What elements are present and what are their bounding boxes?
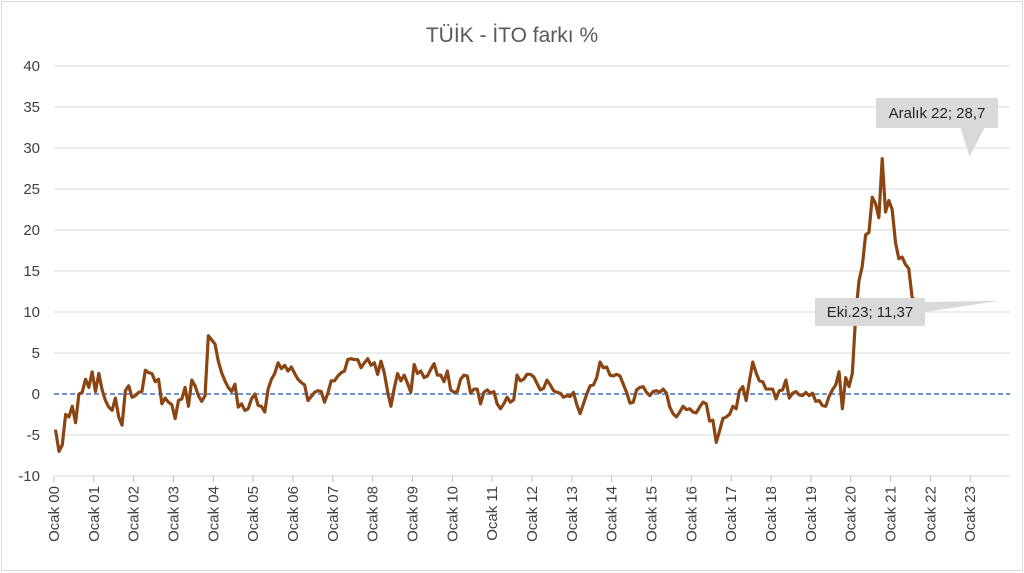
y-tick-label: 40 bbox=[23, 58, 40, 75]
y-tick-label: 0 bbox=[32, 386, 40, 403]
x-tick-label: Ocak 23 bbox=[962, 486, 979, 542]
annotation-layer: Aralık 22; 28,7 Eki.23; 11,37 bbox=[815, 98, 1000, 326]
x-tick-label: Ocak 20 bbox=[843, 486, 860, 542]
y-tick-label: 35 bbox=[23, 99, 40, 116]
series-layer bbox=[54, 157, 917, 453]
y-tick-label: 15 bbox=[23, 263, 40, 280]
x-tick-label: Ocak 01 bbox=[86, 486, 103, 542]
y-tick-label: 25 bbox=[23, 181, 40, 198]
x-tick-label: Ocak 02 bbox=[126, 486, 143, 542]
series-line bbox=[54, 157, 917, 453]
x-tick-label: Ocak 18 bbox=[763, 486, 780, 542]
callout-pointer bbox=[960, 128, 985, 157]
y-tick-label: 30 bbox=[23, 140, 40, 157]
x-tick-label: Ocak 16 bbox=[683, 486, 700, 542]
x-tick-label: Ocak 08 bbox=[365, 486, 382, 542]
callout-label: Eki.23; 11,37 bbox=[827, 304, 913, 321]
grid-layer bbox=[54, 65, 1010, 477]
chart-title: TÜİK - İTO farkı % bbox=[425, 24, 599, 47]
x-tick-label: Ocak 05 bbox=[245, 486, 262, 542]
callout-peak: Aralık 22; 28,7 bbox=[876, 98, 998, 157]
x-axis-ticks: Ocak 00 Ocak 01 Ocak 02 Ocak 03 Ocak 04 Ocak … bbox=[46, 476, 979, 542]
x-tick-label: Ocak 15 bbox=[644, 486, 661, 542]
x-tick-label: Ocak 12 bbox=[524, 486, 541, 542]
callout-last: Eki.23; 11,37 bbox=[815, 298, 1000, 326]
y-tick-label: -10 bbox=[18, 468, 40, 485]
x-tick-label: Ocak 13 bbox=[564, 486, 581, 542]
callout-box bbox=[876, 98, 998, 128]
callout-box bbox=[815, 298, 925, 326]
x-tick-label: Ocak 00 bbox=[46, 486, 63, 542]
x-tick-label: Ocak 10 bbox=[444, 486, 461, 542]
x-tick-label: Ocak 03 bbox=[166, 486, 183, 542]
x-tick-label: Ocak 22 bbox=[922, 486, 939, 542]
x-tick-label: Ocak 07 bbox=[325, 486, 342, 542]
callout-pointer bbox=[925, 300, 1000, 312]
y-tick-label: 20 bbox=[23, 222, 40, 239]
x-tick-label: Ocak 06 bbox=[285, 486, 302, 542]
callout-label: Aralık 22; 28,7 bbox=[889, 105, 986, 122]
x-tick-label: Ocak 09 bbox=[405, 486, 422, 542]
x-tick-label: Ocak 21 bbox=[883, 486, 900, 542]
y-axis-ticks: -10 -5 0 5 10 15 20 25 30 35 40 bbox=[18, 58, 40, 485]
y-tick-label: 5 bbox=[32, 345, 40, 362]
x-tick-label: Ocak 19 bbox=[803, 486, 820, 542]
x-tick-label: Ocak 11 bbox=[484, 486, 501, 541]
x-tick-label: Ocak 04 bbox=[205, 486, 222, 542]
x-tick-label: Ocak 17 bbox=[723, 486, 740, 542]
y-tick-label: -5 bbox=[27, 427, 40, 444]
y-tick-label: 10 bbox=[23, 304, 40, 321]
x-tick-label: Ocak 14 bbox=[604, 486, 621, 542]
